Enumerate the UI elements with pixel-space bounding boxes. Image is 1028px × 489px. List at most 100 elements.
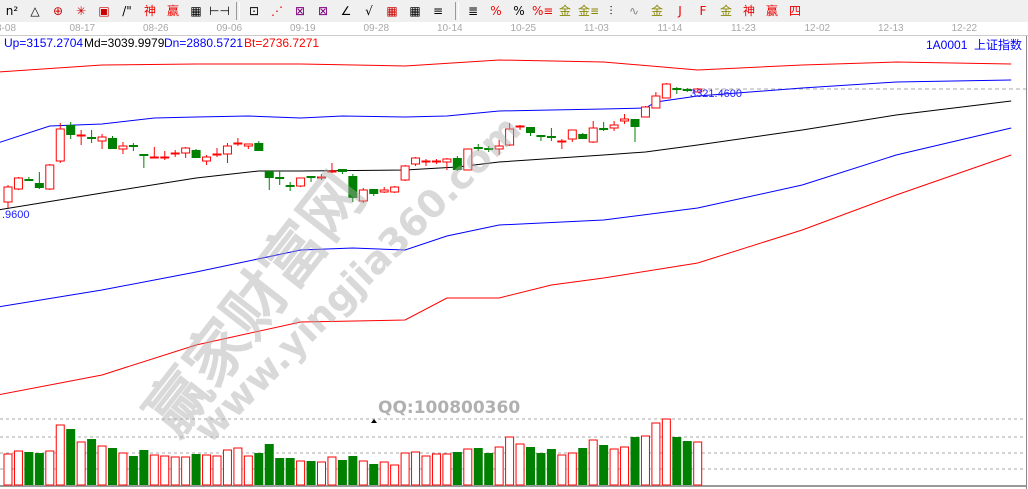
wave-icon[interactable]: ∿ [628, 4, 640, 18]
chart-right-border [1026, 36, 1027, 489]
symbol-name: 1A0001 上证指数 [926, 38, 1023, 52]
j-fan-icon[interactable]: J [678, 4, 682, 18]
candle-body-down [452, 158, 462, 170]
date-tick: 11-14 [657, 23, 683, 34]
volume-bar-down [682, 441, 692, 485]
volume-bar-up [515, 443, 525, 486]
volume-bar-down [630, 437, 640, 485]
candle-body-up [76, 134, 86, 137]
candle-body-down [264, 171, 274, 178]
box-line-icon[interactable]: ⊡ [248, 4, 260, 18]
candle-body-down [578, 134, 588, 139]
candle-body-up [170, 152, 180, 155]
candle-body-up [296, 177, 306, 187]
volume-bar-up [505, 436, 515, 486]
candle-body-down [526, 127, 535, 133]
candle-body-up [202, 156, 212, 162]
volume-bar-up [411, 451, 421, 486]
red-grid-icon[interactable]: ▦ [386, 4, 398, 18]
gold-box-icon[interactable]: 金 [650, 4, 663, 18]
volume-bar-up [661, 418, 671, 486]
si-fan-icon[interactable]: 四 [788, 4, 801, 18]
n-squared-icon[interactable]: n² [5, 4, 19, 18]
candle-body-up [494, 145, 504, 150]
gann-fan-icon[interactable]: ⊠ [317, 4, 329, 18]
volume-bar-up [609, 448, 619, 486]
date-tick: 11-03 [584, 23, 609, 34]
candle-body-down [275, 177, 285, 179]
fan-lines-icon[interactable]: ⋰ [271, 4, 283, 18]
candle-body-up [222, 145, 232, 155]
volume-bar-up [442, 453, 452, 486]
candle-body-down [473, 147, 483, 149]
gold-fan-icon[interactable]: 金 [719, 4, 732, 18]
candle-body-up [233, 142, 243, 145]
percent-lines-icon[interactable]: %≡ [532, 4, 552, 18]
candle-body-up [243, 143, 253, 147]
volume-bar-up [202, 454, 212, 486]
volume-bar-up [45, 450, 55, 486]
volume-bar-up [693, 441, 703, 486]
measure-icon[interactable]: ⊢⊣ [209, 4, 229, 18]
candle-body-up [13, 177, 23, 190]
volume-bar-up [3, 453, 13, 486]
volume-bar-up [358, 460, 368, 486]
box-grid-icon[interactable]: ▣ [98, 4, 110, 18]
date-tick: 12-22 [951, 23, 978, 34]
band-mid-black [0, 100, 1012, 211]
percent-icon[interactable]: % [513, 4, 525, 18]
candle-body-up [567, 129, 577, 140]
low-price-label: .9600 [2, 209, 30, 221]
volume-bar-up [222, 449, 232, 486]
volume-bar-up [243, 455, 253, 486]
volume-bar-up [463, 448, 473, 486]
angle-icon[interactable]: ∠ [340, 4, 352, 18]
candle-body-up [390, 186, 400, 193]
candle-body-down [599, 128, 609, 130]
shen-icon[interactable]: 神 [143, 4, 156, 18]
parallel-channel-icon[interactable]: ≡ [432, 4, 444, 18]
candle-body-down [536, 135, 546, 137]
volume-bar-down [526, 447, 535, 485]
candle-body-down [34, 183, 44, 188]
ying-icon[interactable]: 赢 [166, 4, 179, 18]
volume-bar-up [181, 456, 191, 486]
f-fan-icon[interactable]: F [699, 4, 707, 18]
date-axis: 3-08 08-17 08-26 09-06 09-19 09-28 10-14 10-25 1… [0, 22, 1028, 36]
candle-body-up [327, 170, 337, 173]
percent-line-icon[interactable]: % [490, 4, 502, 18]
date-tick: 12-02 [804, 23, 831, 34]
volume-bar-down [139, 450, 149, 485]
grid-arrow-icon[interactable]: ▦ [409, 4, 421, 18]
candle-body-down [191, 150, 201, 158]
spiral-grid-icon[interactable]: ✳ [75, 4, 87, 18]
circle-cross-icon[interactable]: ⊕ [52, 4, 64, 18]
shen-fan-icon[interactable]: 神 [742, 4, 755, 18]
candle-body-down [66, 125, 76, 135]
volume-bar-down [191, 454, 201, 485]
date-tick: 08-26 [143, 23, 169, 34]
parallel-lines-icon[interactable]: /" [122, 4, 132, 18]
candle-body-up [442, 158, 452, 163]
ying-fan-icon[interactable]: 赢 [765, 4, 778, 18]
triangle-tool-icon[interactable]: △ [30, 4, 40, 18]
volume-bar-down [452, 452, 462, 485]
gold-lines-icon[interactable]: 金≡ [578, 4, 598, 18]
candle-body-up [379, 189, 389, 193]
calendar-grid-icon[interactable]: ▦ [190, 4, 202, 18]
list-lines-icon[interactable]: ≣ [467, 4, 479, 18]
gold-circle-icon[interactable]: 金 [558, 4, 571, 18]
gann-box-icon[interactable]: ⊠ [294, 4, 306, 18]
pen-icon[interactable]: ⫶ [609, 4, 613, 18]
candle-body-up [651, 95, 661, 109]
candle-body-down [682, 89, 692, 91]
date-tick: 11-23 [731, 23, 756, 34]
check-wave-icon[interactable]: √ [365, 4, 373, 18]
volume-bar-down [34, 453, 44, 485]
candle-body-up [358, 189, 368, 202]
candle-body-up [317, 176, 326, 179]
candle-body-up [661, 83, 671, 99]
candle-body-up [588, 127, 598, 143]
candle-body-up [45, 164, 55, 190]
